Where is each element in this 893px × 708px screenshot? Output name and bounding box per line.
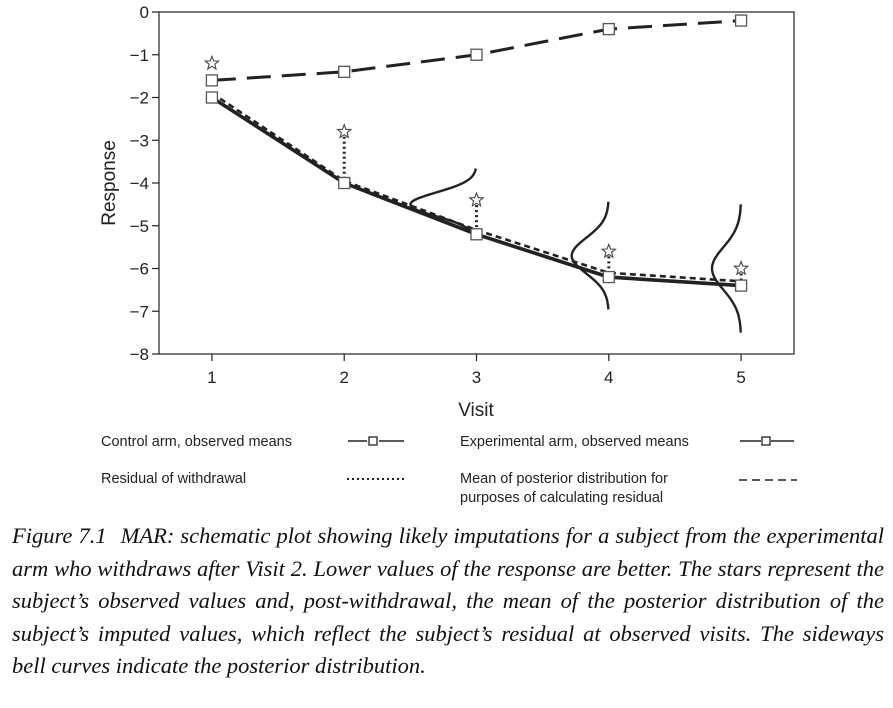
legend-posterior-mean-label-line2: purposes of calculating residual <box>460 490 663 506</box>
observed-star <box>732 259 750 276</box>
y-axis: 0 −1 −2 −3 −4 −5 −6 −7 −8 <box>130 3 159 364</box>
control-marker <box>205 74 219 87</box>
control-marker <box>338 65 351 78</box>
x-tick-label: 2 <box>339 368 348 387</box>
legend: Control arm, observed means Experimental… <box>101 434 797 506</box>
legend-control-label: Control arm, observed means <box>101 434 292 450</box>
y-tick-label: −6 <box>130 260 149 279</box>
control-marker <box>470 48 483 61</box>
experimental-line <box>210 95 742 288</box>
y-tick-label: −8 <box>130 345 149 364</box>
x-tick-label: 1 <box>207 368 216 387</box>
posterior-mean-line <box>211 92 742 283</box>
posterior-curve <box>570 201 610 310</box>
observed-star <box>203 54 221 71</box>
x-axis: 1 2 3 4 5 <box>207 354 746 387</box>
x-tick-label: 3 <box>472 368 481 387</box>
plot-frame <box>158 11 795 355</box>
x-tick-label: 4 <box>604 368 613 387</box>
control-marker <box>734 14 748 27</box>
figure-caption: Figure 7.1 MAR: schematic plot showing li… <box>12 520 884 683</box>
y-tick-label: −5 <box>130 217 149 236</box>
plot-area <box>203 14 750 333</box>
observed-star <box>600 242 617 259</box>
y-tick-label: −2 <box>130 89 149 108</box>
observed-star <box>336 123 353 139</box>
experimental-marker <box>470 228 483 241</box>
legend-experimental-label: Experimental arm, observed means <box>460 434 689 450</box>
legend-residual-label: Residual of withdrawal <box>101 471 246 487</box>
chart: 0 −1 −2 −3 −4 −5 −6 −7 −8 1 2 3 4 5 Response Visit C… <box>99 3 797 506</box>
x-tick-label: 5 <box>736 368 745 387</box>
y-tick-label: −1 <box>130 46 149 65</box>
control-marker <box>602 22 615 36</box>
experimental-marker <box>205 91 219 104</box>
observed-star <box>468 191 485 208</box>
experimental-marker <box>734 279 748 292</box>
posterior-curve <box>710 204 742 333</box>
experimental-marker <box>602 270 615 284</box>
posterior-curve <box>409 168 477 241</box>
legend-control-key <box>348 436 404 446</box>
y-axis-title: Response <box>99 140 120 226</box>
caption-text: MAR: schematic plot showing likely imput… <box>12 523 884 678</box>
y-tick-label: 0 <box>140 3 149 22</box>
caption-label: Figure 7.1 <box>12 523 107 548</box>
legend-experimental-key <box>740 436 794 446</box>
y-tick-label: −4 <box>130 174 149 193</box>
x-axis-title: Visit <box>458 400 494 421</box>
legend-posterior-mean-label: Mean of posterior distribution for <box>460 471 668 487</box>
y-tick-label: −7 <box>130 302 149 321</box>
y-tick-label: −3 <box>130 131 149 150</box>
experimental-marker <box>338 176 351 190</box>
